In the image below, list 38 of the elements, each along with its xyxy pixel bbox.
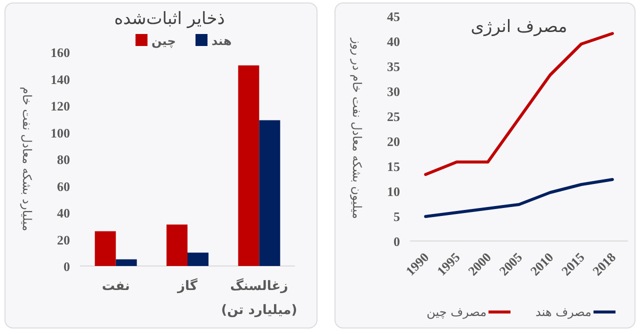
y-tick-label: 0: [64, 259, 70, 274]
bar: [188, 252, 208, 266]
legend-label: چین: [152, 34, 176, 48]
bar: [166, 224, 188, 266]
y-tick-label: 100: [50, 125, 70, 140]
y-tick-label: 0: [394, 234, 400, 249]
x-tick-label: گاز: [176, 278, 198, 294]
y-axis-title: میلیون بشکه معادل نفت خام در روز: [350, 37, 364, 219]
y-tick-label: 10: [387, 184, 400, 199]
legend-label: مصرف چین: [426, 305, 486, 319]
bar: [94, 231, 116, 266]
bar: [116, 259, 137, 266]
legend-label: مصرف هند: [536, 305, 592, 319]
y-tick-label: 40: [57, 206, 70, 220]
y-tick-label: 5: [394, 209, 400, 224]
y-tick-label: 25: [387, 109, 400, 124]
x-tick-label: نفت: [102, 279, 130, 294]
y-tick-label: 60: [57, 178, 70, 194]
bar: [238, 65, 260, 266]
y-tick-label: 120: [50, 98, 70, 114]
y-tick-label: 140: [50, 72, 70, 87]
chart-title: مصرف انرژی: [470, 17, 568, 37]
y-tick-label: 80: [57, 152, 70, 167]
x-tick-label: 1990: [402, 250, 432, 279]
y-tick-label: 20: [387, 134, 400, 149]
y-tick-label: 45: [387, 9, 400, 24]
x-tick-label: زغالسنگ (میلیارد تن): [221, 278, 298, 318]
chart-title: ذخایر اثبات‌شده: [114, 9, 225, 29]
y-tick-label: 40: [387, 34, 400, 49]
y-tick-label: 30: [387, 84, 400, 99]
line-series: [424, 178, 614, 218]
y-tick-label: 35: [387, 59, 400, 74]
bar: [259, 120, 280, 266]
legend-label: هند: [212, 34, 232, 48]
y-tick-label: 160: [50, 45, 70, 60]
y-tick-label: 20: [57, 232, 70, 248]
y-tick-label: 15: [387, 159, 400, 174]
y-axis-title: میلیارد بشکه معادل نفت خام: [20, 86, 34, 232]
